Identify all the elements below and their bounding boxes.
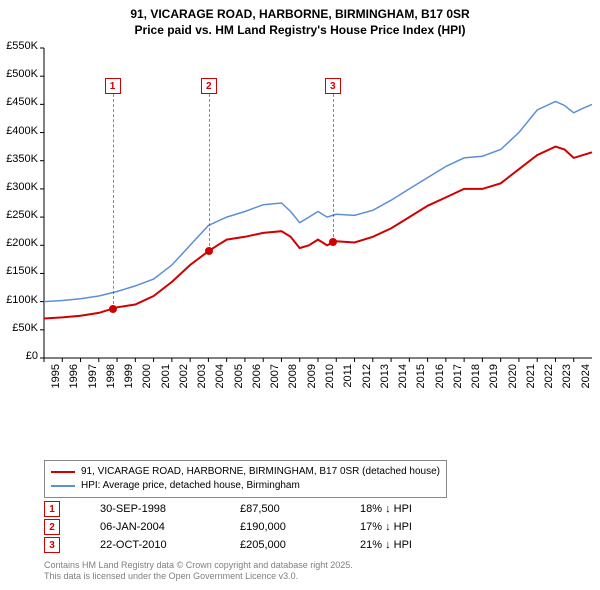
marker-flag: 2 — [201, 78, 217, 94]
marker-date: 30-SEP-1998 — [100, 503, 200, 515]
marker-dot — [205, 247, 213, 255]
y-tick-label: £200K — [0, 237, 38, 249]
y-tick-label: £0 — [0, 350, 38, 362]
x-tick-label: 1998 — [105, 364, 117, 404]
x-tick-label: 1995 — [50, 364, 62, 404]
x-tick-label: 2006 — [251, 364, 263, 404]
legend-label: HPI: Average price, detached house, Birm… — [81, 479, 300, 493]
marker-delta: 21% ↓ HPI — [360, 539, 412, 551]
y-tick-label: £100K — [0, 294, 38, 306]
marker-price: £87,500 — [240, 503, 320, 515]
y-tick-label: £150K — [0, 265, 38, 277]
x-tick-label: 2019 — [488, 364, 500, 404]
marker-guideline — [113, 94, 114, 309]
x-tick-label: 2020 — [507, 364, 519, 404]
chart-area: £0£50K£100K£150K£200K£250K£300K£350K£400… — [44, 48, 592, 418]
series-price-paid — [44, 147, 592, 319]
title-line-1: 91, VICARAGE ROAD, HARBORNE, BIRMINGHAM,… — [0, 6, 600, 22]
x-tick-label: 2005 — [233, 364, 245, 404]
marker-table-row: 2 06-JAN-2004 £190,000 17% ↓ HPI — [44, 518, 412, 536]
marker-date: 22-OCT-2010 — [100, 539, 200, 551]
y-tick-label: £500K — [0, 68, 38, 80]
chart-container: 91, VICARAGE ROAD, HARBORNE, BIRMINGHAM,… — [0, 0, 600, 590]
marker-guideline — [209, 94, 210, 251]
marker-delta: 17% ↓ HPI — [360, 521, 412, 533]
x-tick-label: 1997 — [87, 364, 99, 404]
x-tick-label: 2007 — [269, 364, 281, 404]
marker-id-box: 2 — [44, 519, 60, 535]
x-tick-label: 2021 — [525, 364, 537, 404]
marker-flag: 3 — [325, 78, 341, 94]
marker-flag: 1 — [105, 78, 121, 94]
marker-price: £205,000 — [240, 539, 320, 551]
footer: Contains HM Land Registry data © Crown c… — [44, 560, 353, 583]
marker-guideline — [333, 94, 334, 242]
x-tick-label: 2003 — [196, 364, 208, 404]
y-tick-label: £250K — [0, 209, 38, 221]
x-tick-label: 2022 — [543, 364, 555, 404]
legend-swatch — [51, 471, 75, 473]
title-line-2: Price paid vs. HM Land Registry's House … — [0, 22, 600, 38]
marker-id-box: 1 — [44, 501, 60, 517]
x-tick-label: 2000 — [141, 364, 153, 404]
footer-line-1: Contains HM Land Registry data © Crown c… — [44, 560, 353, 571]
chart-plot — [44, 48, 592, 358]
x-tick-label: 2023 — [561, 364, 573, 404]
legend: 91, VICARAGE ROAD, HARBORNE, BIRMINGHAM,… — [44, 460, 447, 498]
marker-table-row: 1 30-SEP-1998 £87,500 18% ↓ HPI — [44, 500, 412, 518]
x-tick-label: 2009 — [306, 364, 318, 404]
y-tick-label: £400K — [0, 125, 38, 137]
y-tick-label: £300K — [0, 181, 38, 193]
x-tick-label: 2013 — [379, 364, 391, 404]
marker-date: 06-JAN-2004 — [100, 521, 200, 533]
x-tick-label: 2008 — [287, 364, 299, 404]
legend-swatch — [51, 485, 75, 487]
x-tick-label: 2011 — [342, 364, 354, 404]
legend-item: HPI: Average price, detached house, Birm… — [51, 479, 440, 493]
y-axis: £0 £50K £100K £150K £200K £250K £300K £350K £400… — [0, 40, 40, 366]
x-tick-label: 1996 — [68, 364, 80, 404]
y-tick-label: £350K — [0, 153, 38, 165]
x-tick-label: 1999 — [123, 364, 135, 404]
x-tick-label: 2018 — [470, 364, 482, 404]
chart-title: 91, VICARAGE ROAD, HARBORNE, BIRMINGHAM,… — [0, 0, 600, 38]
legend-item: 91, VICARAGE ROAD, HARBORNE, BIRMINGHAM,… — [51, 465, 440, 479]
x-tick-label: 2017 — [452, 364, 464, 404]
x-tick-label: 2024 — [580, 364, 592, 404]
x-tick-label: 2016 — [434, 364, 446, 404]
y-tick-label: £550K — [0, 40, 38, 52]
x-tick-label: 2010 — [324, 364, 336, 404]
x-tick-label: 2015 — [415, 364, 427, 404]
series-hpi — [44, 102, 592, 302]
legend-label: 91, VICARAGE ROAD, HARBORNE, BIRMINGHAM,… — [81, 465, 440, 479]
y-tick-label: £450K — [0, 96, 38, 108]
x-tick-label: 2001 — [160, 364, 172, 404]
x-axis: 1995 1996 1997 1998 1999 2000 2001 2002 2003 2004… — [44, 360, 592, 410]
x-tick-label: 2002 — [178, 364, 190, 404]
marker-delta: 18% ↓ HPI — [360, 503, 412, 515]
marker-dot — [329, 238, 337, 246]
marker-price: £190,000 — [240, 521, 320, 533]
marker-id-box: 3 — [44, 537, 60, 553]
marker-table-row: 3 22-OCT-2010 £205,000 21% ↓ HPI — [44, 536, 412, 554]
marker-dot — [109, 305, 117, 313]
x-tick-label: 2004 — [214, 364, 226, 404]
y-tick-label: £50K — [0, 322, 38, 334]
x-tick-label: 2012 — [361, 364, 373, 404]
footer-line-2: This data is licensed under the Open Gov… — [44, 571, 353, 582]
x-tick-label: 2014 — [397, 364, 409, 404]
marker-table: 1 30-SEP-1998 £87,500 18% ↓ HPI 2 06-JAN-2004… — [44, 500, 412, 554]
